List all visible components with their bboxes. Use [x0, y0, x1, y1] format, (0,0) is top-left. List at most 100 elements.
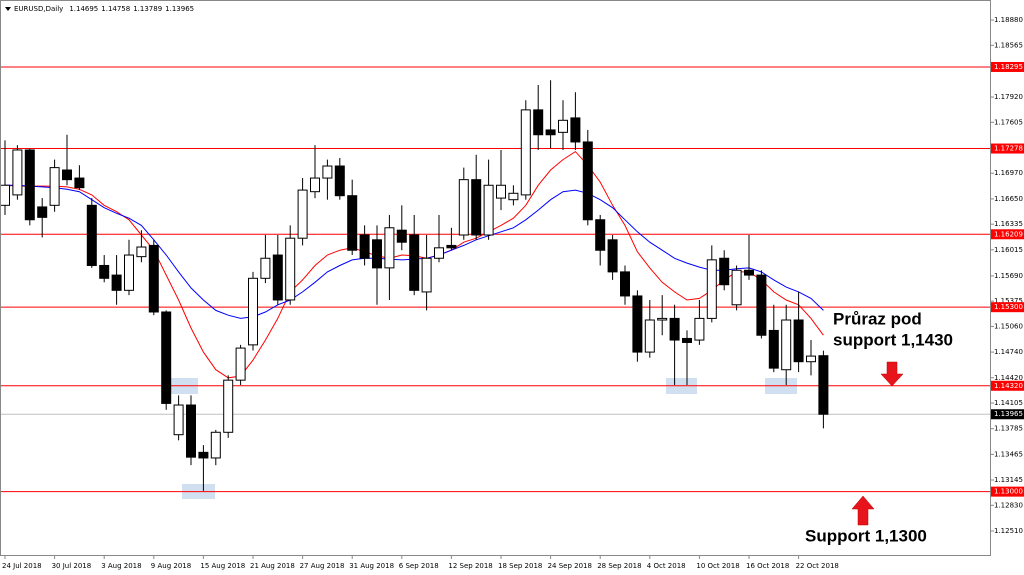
candle-body [210, 431, 221, 459]
candle-body [558, 119, 568, 133]
candle-body [384, 227, 395, 269]
y-tick-label: 1.14420 [994, 374, 1023, 382]
candle-body [359, 234, 370, 259]
candle-body [111, 274, 122, 291]
level-label-box [991, 380, 1024, 391]
level-label: 1.18295 [994, 63, 1023, 71]
y-tick-label: 1.15375 [994, 297, 1023, 305]
candle-body [99, 264, 110, 279]
candle-body [396, 229, 407, 243]
y-tick-label: 1.15060 [994, 322, 1023, 330]
candle-body [372, 239, 382, 269]
candle-body [533, 109, 544, 136]
candle-body [24, 149, 35, 221]
candle-body [86, 204, 97, 266]
y-tick-label: 1.16335 [994, 220, 1023, 228]
level-label-box [991, 302, 1024, 313]
y-tick-label: 1.12830 [994, 501, 1023, 509]
plot-frame [0, 0, 991, 556]
up-arrow [851, 495, 875, 526]
y-tick-label: 1.13785 [994, 425, 1023, 433]
candle-body [248, 277, 258, 346]
candle-body [657, 317, 668, 321]
header: EURUSD,Daily 1.14695 1.14758 1.13789 1.13965 [14, 5, 194, 13]
candle-body [235, 347, 246, 381]
y-tick-label: 1.18565 [994, 41, 1023, 49]
candle-body [347, 195, 358, 251]
x-tick-label: 15 Aug 2018 [200, 562, 245, 570]
candle-body [198, 451, 209, 459]
candle-body [806, 355, 816, 363]
candle-body [607, 239, 618, 273]
candle-body [260, 257, 271, 279]
plot [0, 66, 990, 493]
header-high: 1.14758 [101, 5, 130, 13]
y-tick-label: 1.13465 [994, 450, 1023, 458]
x-tick-label: 24 Sep 2018 [548, 562, 592, 570]
x-tick-label: 27 Aug 2018 [300, 562, 345, 570]
candle-body [322, 165, 333, 179]
candle-body [74, 177, 85, 189]
candle-body [12, 149, 23, 196]
level-label: 1.17278 [994, 145, 1023, 153]
candle-body [136, 246, 147, 258]
axis: 1.18880 1.18565 1.17920 1.17605 1.16970 1.166… [2, 16, 1024, 570]
candle-body [334, 165, 345, 197]
candle-body [818, 355, 829, 415]
candle-body [421, 257, 432, 293]
candle-body [297, 189, 308, 239]
y-tick-label: 1.16015 [994, 246, 1023, 254]
candle-body [223, 379, 234, 433]
candle-body [148, 244, 159, 313]
candle-body [0, 184, 10, 206]
annotation: Support 1,1300 [805, 526, 927, 545]
candle-body [781, 319, 792, 371]
candle-body [632, 295, 643, 353]
header-open: 1.14695 [69, 5, 98, 13]
x-tick-label: 28 Sep 2018 [597, 562, 641, 570]
candle-body [793, 319, 804, 363]
bid-label: 1.13965 [994, 410, 1023, 418]
symbol: EURUSD,Daily [14, 5, 63, 13]
candle-body [434, 247, 444, 259]
candle-body [545, 129, 556, 136]
bid-label-box [991, 409, 1024, 420]
x-tick-label: 12 Sep 2018 [448, 562, 492, 570]
x-tick-label: 30 Jul 2018 [52, 562, 92, 570]
candle-body [744, 269, 754, 276]
x-tick-label: 22 Oct 2018 [796, 562, 839, 570]
x-tick-label: 16 Oct 2018 [746, 562, 789, 570]
candle-body [446, 244, 457, 249]
x-tick-label: 18 Sep 2018 [498, 562, 542, 570]
y-tick-label: 1.17605 [994, 118, 1023, 126]
menu-icon[interactable] [5, 7, 11, 11]
x-tick-label: 3 Aug 2018 [101, 562, 141, 570]
candle-body [471, 179, 482, 236]
candle-body [49, 167, 60, 206]
candle-body [694, 317, 705, 341]
candle-body [285, 237, 296, 301]
candle-body [186, 404, 196, 458]
candle-body [310, 177, 320, 193]
candle-body [272, 254, 283, 301]
candle-body [582, 141, 593, 221]
y-tick-label: 1.12510 [994, 527, 1023, 535]
header-low: 1.13789 [133, 5, 162, 13]
candle-body [731, 269, 742, 306]
annotation: Průraz pod [833, 309, 922, 328]
candle-body [756, 274, 767, 336]
y-tick-label: 1.15690 [994, 272, 1023, 280]
candle-body [161, 311, 172, 404]
header-close: 1.13965 [165, 5, 194, 13]
y-tick-label: 1.14740 [994, 348, 1023, 356]
y-tick-label: 1.16970 [994, 169, 1023, 177]
candle-body [124, 254, 134, 291]
candle-body [706, 259, 717, 319]
candle-body [62, 169, 72, 181]
x-tick-label: 21 Aug 2018 [250, 562, 295, 570]
y-tick-label: 1.13145 [994, 476, 1023, 484]
candle-body [595, 219, 606, 251]
y-tick-label: 1.18880 [994, 16, 1023, 24]
